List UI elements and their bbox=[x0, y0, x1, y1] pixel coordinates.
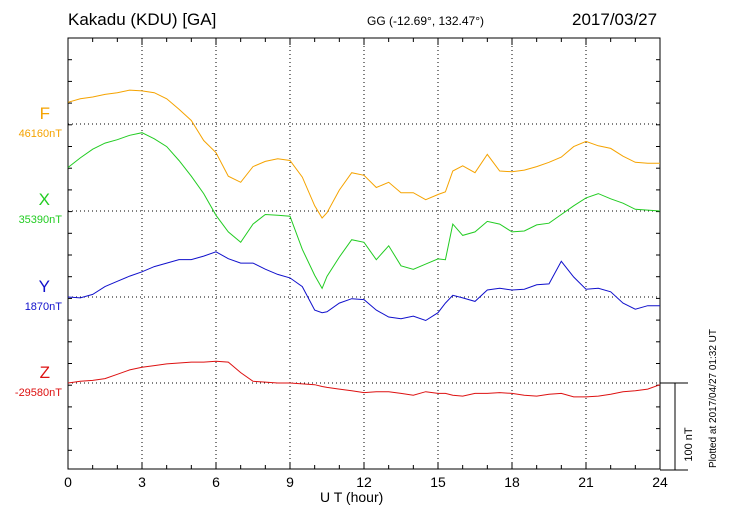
series-label-x: X bbox=[38, 190, 50, 209]
x-tick-label: 9 bbox=[286, 474, 294, 490]
chart-title: Kakadu (KDU) [GA] bbox=[68, 10, 217, 29]
series-line-z bbox=[67, 360, 661, 398]
x-tick-label: 6 bbox=[212, 474, 220, 490]
series-label-y: Y bbox=[38, 277, 50, 296]
x-tick-label: 12 bbox=[356, 474, 372, 490]
x-tick-label: 15 bbox=[430, 474, 446, 490]
series-line-f bbox=[67, 89, 660, 219]
x-axis-label: U T (hour) bbox=[320, 489, 384, 505]
series-label-f: F bbox=[39, 104, 50, 123]
chart-date: 2017/03/27 bbox=[572, 10, 658, 29]
baseline-label-x: 35390nT bbox=[18, 214, 62, 226]
x-tick-label: 3 bbox=[138, 474, 146, 490]
station-coordinates: GG (-12.69°, 132.47°) bbox=[367, 14, 484, 28]
plotted-timestamp: Plotted at 2017/04/27 01:32 UT bbox=[708, 329, 719, 468]
x-tick-label: 0 bbox=[64, 474, 72, 490]
scale-bar-label: 100 nT bbox=[683, 427, 695, 462]
x-tick-label: 21 bbox=[578, 474, 594, 490]
x-tick-label: 18 bbox=[504, 474, 520, 490]
x-tick-label: 24 bbox=[652, 474, 668, 490]
series-line-y bbox=[67, 251, 660, 322]
series-line-x bbox=[67, 132, 661, 290]
baseline-label-f: 46160nT bbox=[18, 128, 62, 140]
baseline-label-z: -29580nT bbox=[14, 387, 62, 399]
baseline-label-y: 1870nT bbox=[24, 301, 62, 313]
series-label-z: Z bbox=[39, 363, 50, 382]
